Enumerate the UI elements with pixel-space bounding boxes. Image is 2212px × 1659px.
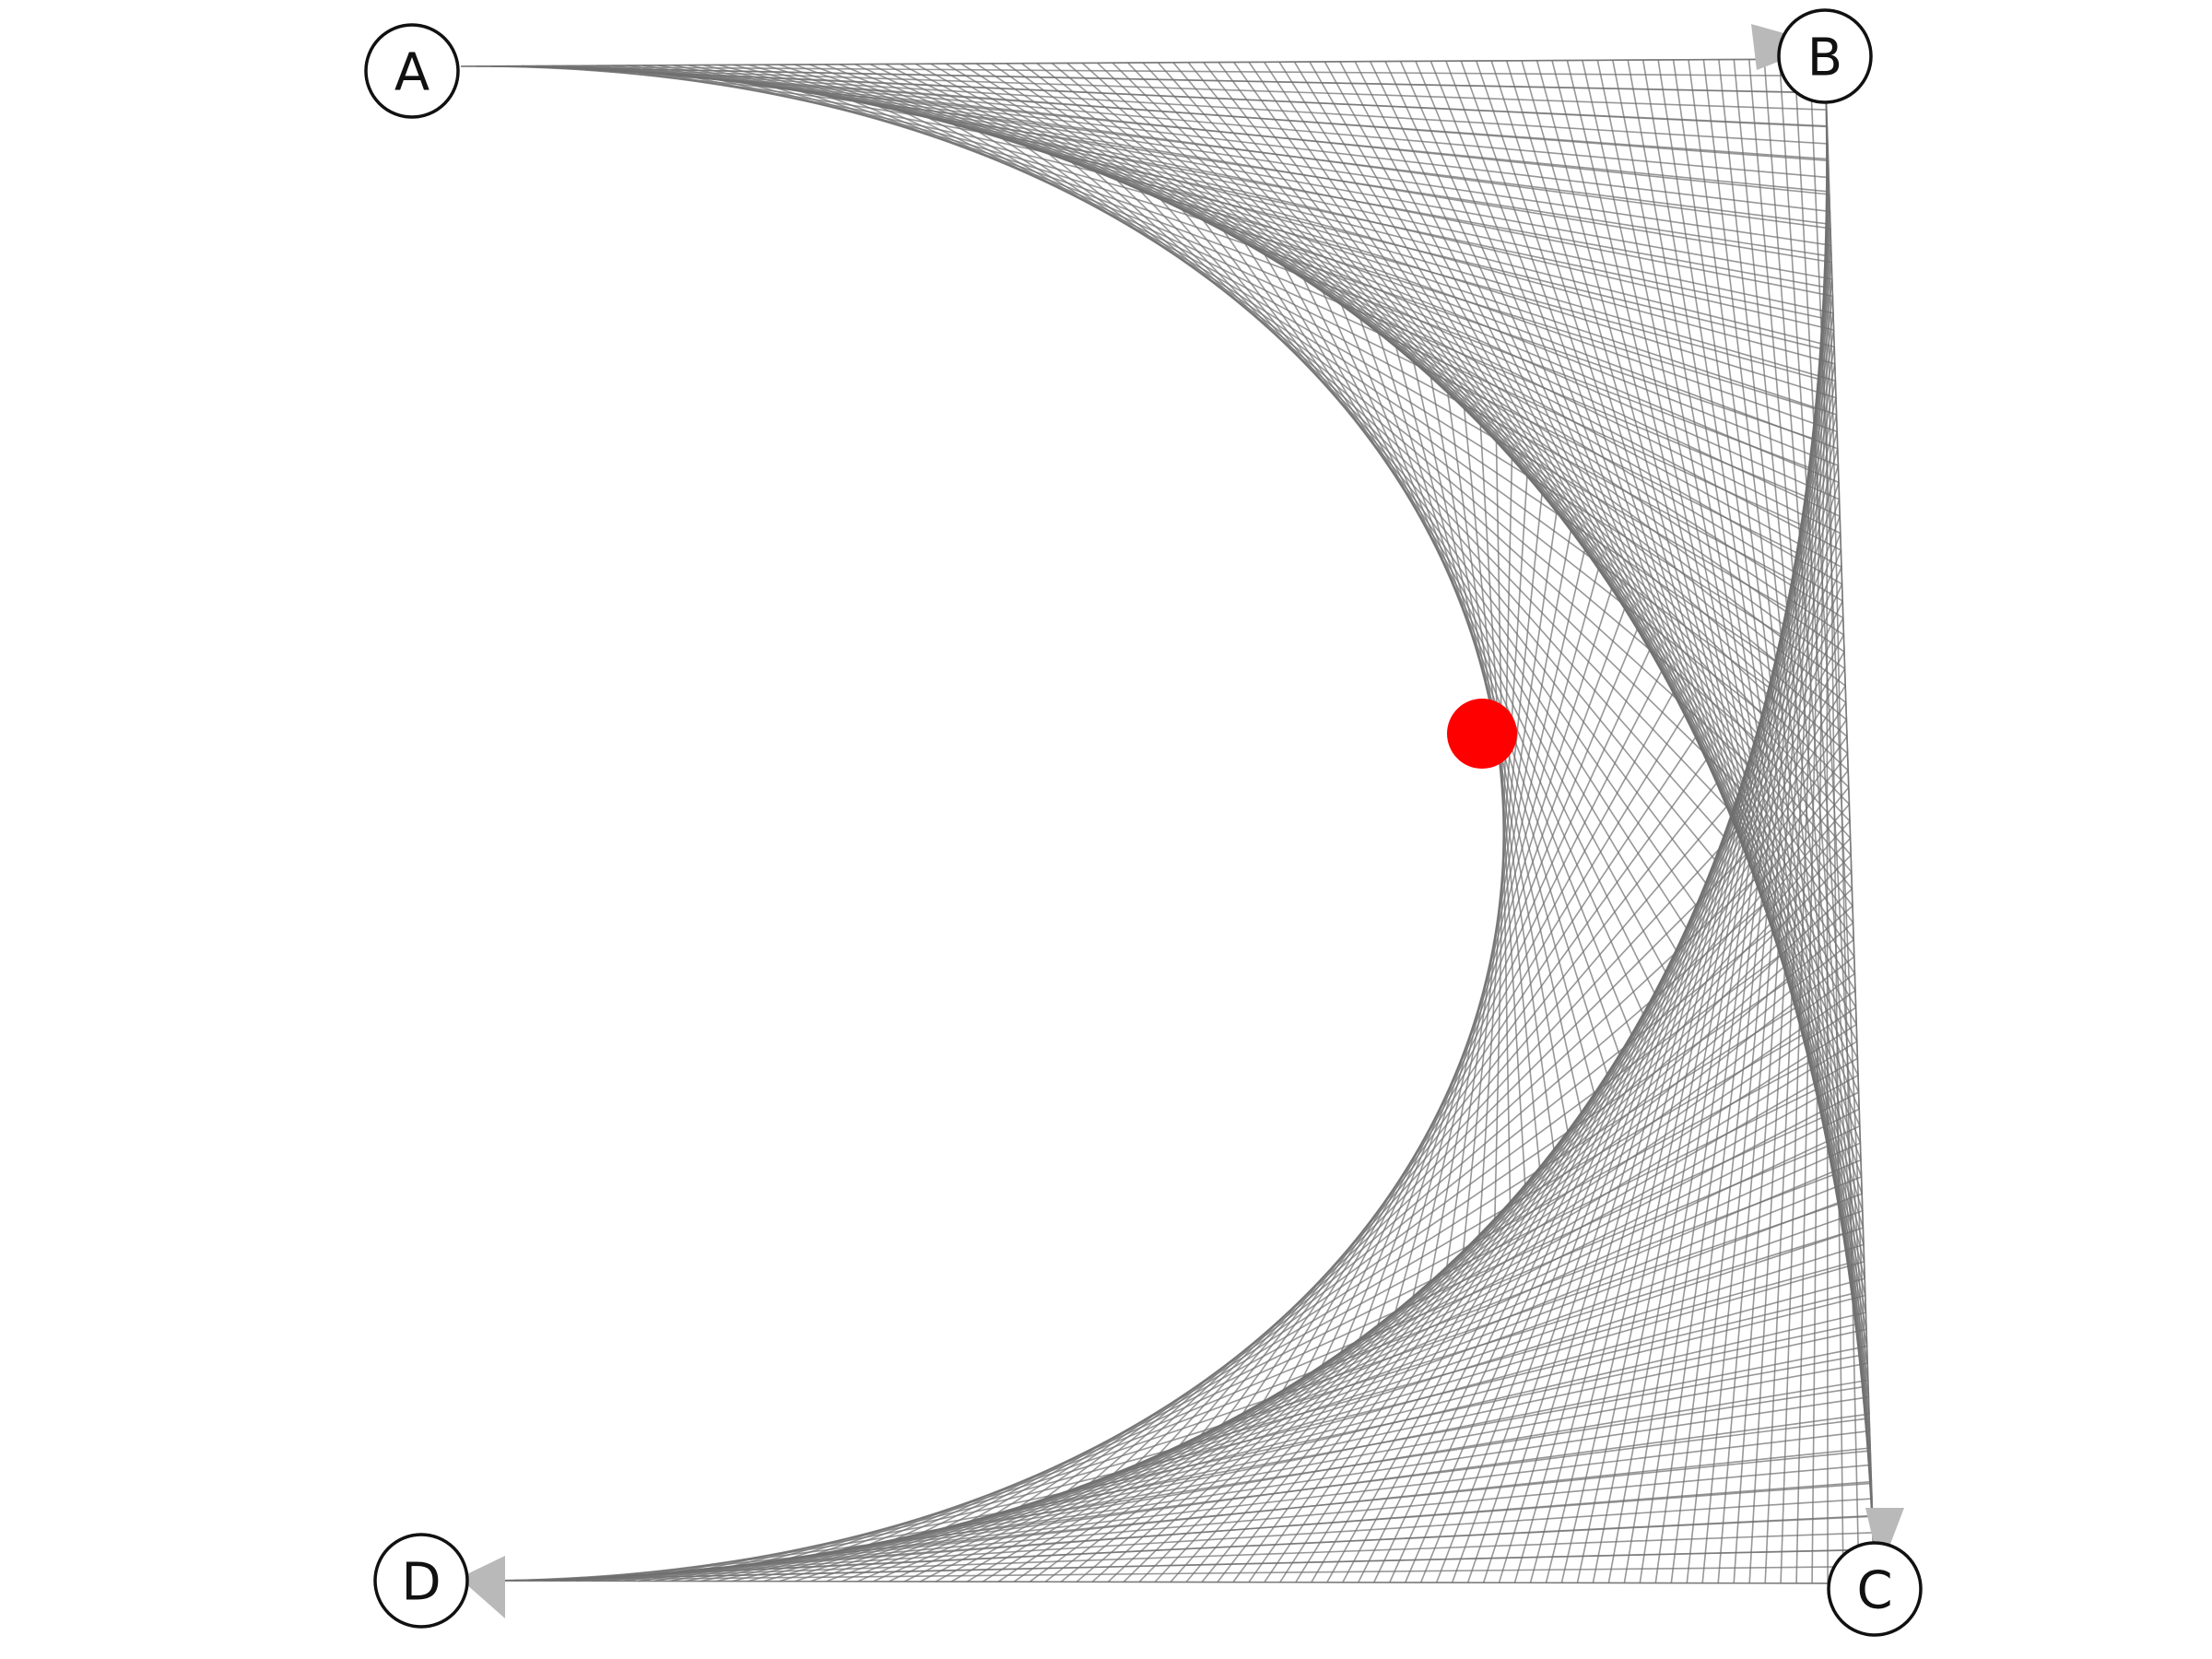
arrow-head-c-to-d (459, 1556, 505, 1618)
string-line-cubic (588, 1450, 1868, 1579)
node-c-circle (1827, 1541, 1923, 1637)
string-line-ab-bc (1733, 59, 1873, 1482)
string-line-bc-cd (481, 1565, 1875, 1582)
string-line-cubic (928, 117, 1793, 582)
string-line-cubic (1264, 253, 1677, 951)
curve-midpoint-marker (1447, 699, 1517, 769)
string-line-ab-bc (1824, 58, 1876, 1584)
node-c: C (1827, 1541, 1923, 1637)
string-line-cubic (1394, 569, 1599, 1312)
string-line-ab-bc (1794, 59, 1875, 1550)
string-line-cubic (1494, 458, 1513, 1218)
string-line-bc-cd (1060, 938, 1854, 1583)
string-line-cubic (559, 1482, 1870, 1581)
node-a: A (364, 23, 460, 119)
string-line-cubic (497, 1548, 1874, 1582)
string-line-cubic (1263, 714, 1686, 1402)
string-line-cubic (1116, 180, 1741, 789)
string-line-cubic (868, 1145, 1829, 1546)
node-d: D (373, 1533, 469, 1629)
node-b: B (1777, 8, 1873, 104)
string-line-bc-cd (888, 1125, 1861, 1583)
string-line-ab-bc (1672, 59, 1870, 1415)
string-line-cubic (676, 1355, 1860, 1573)
string-line-cubic (1094, 171, 1748, 764)
string-line-ab-bc (1763, 59, 1874, 1516)
string-line-bc-cd (1029, 972, 1855, 1583)
string-line-ab-bc (1808, 59, 1876, 1567)
string-line-cubic (760, 1263, 1848, 1563)
string-line-cubic (665, 74, 1824, 288)
string-line-cubic (1135, 853, 1747, 1465)
string-line-cubic (1359, 319, 1620, 1055)
string-line-cubic (1302, 671, 1663, 1378)
node-d-label: D (401, 1553, 441, 1613)
arrow-head-b-to-c (1865, 1508, 1904, 1571)
string-line-cubic (1242, 736, 1697, 1414)
string-line-cubic (1160, 199, 1724, 837)
string-line-cubic (1182, 209, 1716, 861)
string-line-cubic (816, 1203, 1839, 1556)
string-line-cubic (1302, 278, 1655, 994)
string-line-cubic (704, 1324, 1856, 1571)
string-line-cubic (1340, 629, 1639, 1353)
string-line-bc-cd (653, 1379, 1868, 1583)
string-line-cubic (1203, 219, 1707, 884)
string-line-cubic (1321, 650, 1651, 1366)
string-line-cubic (977, 131, 1782, 636)
string-line-cubic (903, 111, 1797, 554)
string-line-cubic (647, 1386, 1863, 1575)
string-line-cubic (1429, 530, 1572, 1282)
string-lines (460, 58, 1876, 1584)
node-b-circle (1777, 8, 1873, 104)
string-line-ab-bc (1748, 59, 1873, 1500)
string-line-cubic (842, 1174, 1833, 1551)
string-line-ab-bc (1309, 61, 1857, 1008)
string-line-cubic (1025, 146, 1770, 688)
string-line-cubic (1243, 242, 1688, 929)
string-line-cubic (1412, 549, 1586, 1297)
string-line-cubic (788, 1232, 1843, 1559)
string-line-cubic (1179, 806, 1727, 1446)
node-d-circle (373, 1533, 469, 1629)
node-c-label: C (1856, 1561, 1892, 1621)
string-line-cubic (733, 1293, 1853, 1567)
string-line-bc-cd (997, 1006, 1857, 1583)
string-line-cubic (465, 1580, 1876, 1584)
string-line-ab-bc (1339, 61, 1858, 1042)
string-line-ab-bc (1688, 59, 1871, 1431)
string-line-bc-cd (512, 1532, 1874, 1582)
string-line-cubic (1322, 291, 1644, 1015)
node-a-label: A (394, 43, 429, 103)
string-line-ab-bc (1778, 59, 1874, 1533)
string-line-cubic (953, 124, 1787, 608)
string-line-cubic (1478, 476, 1528, 1235)
string-line-bc-cd (606, 1430, 1870, 1583)
string-line-cubic (1446, 512, 1558, 1267)
node-b-label: B (1807, 29, 1842, 88)
string-line-cubic (1200, 782, 1718, 1435)
string-line-bc-cd (966, 1041, 1858, 1583)
string-line-bc-cd (638, 1396, 1869, 1583)
string-line-bc-cd (544, 1498, 1873, 1582)
string-line-ab-bc (1657, 59, 1870, 1397)
string-line-ab-bc (1702, 59, 1871, 1449)
string-line-cubic (528, 1515, 1872, 1582)
string-line-ab-bc (1718, 59, 1872, 1465)
string-line-cubic (1067, 929, 1772, 1492)
string-line-cubic (1359, 608, 1626, 1339)
string-line-ab-bc (1641, 59, 1869, 1381)
string-line-cubic (1462, 494, 1543, 1251)
string-line-cubic (1071, 161, 1756, 739)
node-a-circle (364, 23, 460, 119)
string-line-cubic (1048, 153, 1763, 714)
string-line-cubic (1138, 189, 1733, 813)
string-line-bc-cd (1076, 922, 1854, 1583)
string-line-cubic (618, 1418, 1865, 1577)
